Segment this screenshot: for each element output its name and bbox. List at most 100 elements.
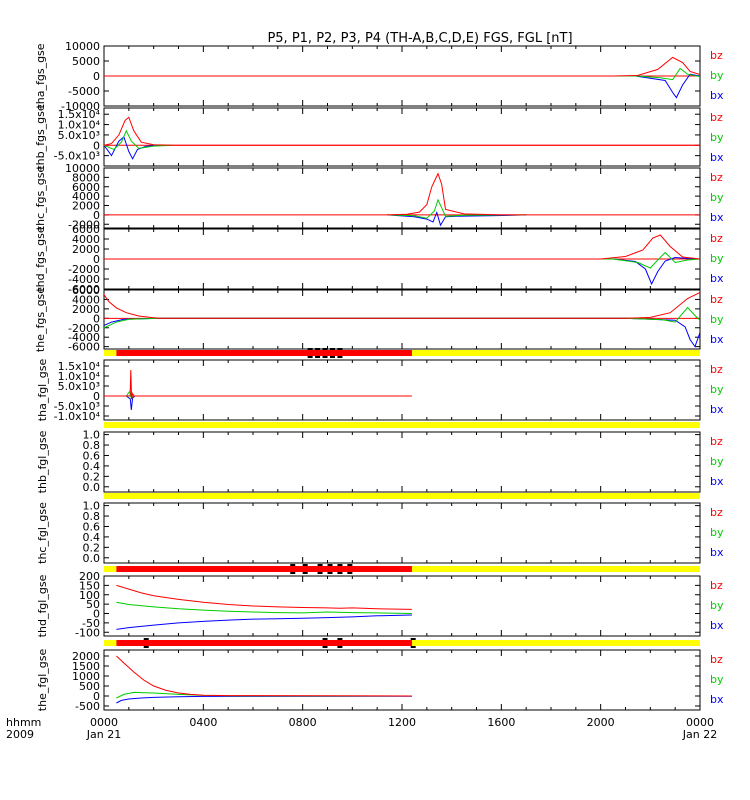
status-bar-mark (315, 348, 321, 350)
status-bar-mark (337, 348, 343, 350)
legend-bz: bz (710, 49, 723, 62)
y-tick-label: 1.5x10⁴ (58, 360, 101, 373)
series-line-by (104, 251, 700, 269)
y-tick-label: -2000 (68, 263, 100, 276)
y-tick-label: 0.6 (83, 520, 101, 533)
y-tick-label: 0 (93, 139, 100, 152)
y-tick-label: -5.0x10³ (54, 150, 100, 163)
y-tick-label: -100 (75, 626, 100, 639)
y-tick-label: -1.0x10⁴ (54, 410, 101, 423)
status-bar-yellow (104, 493, 700, 499)
y-tick-label: 0.4 (83, 531, 101, 544)
y-tick-label: -50 (82, 617, 100, 630)
y-tick-label: 0 (93, 312, 100, 325)
status-bar-mark (337, 356, 343, 358)
legend-bz: bz (710, 171, 723, 184)
y-tick-label: 1.0x10⁴ (58, 119, 101, 132)
y-tick-label: 1.0 (83, 429, 101, 442)
panel-frame (103, 359, 701, 421)
x-tick-label: 1200 (388, 716, 416, 729)
series-line-by (387, 198, 527, 219)
status-bar-mark (322, 638, 328, 640)
y-tick-label: 0 (93, 253, 100, 266)
status-bar-mark (337, 638, 343, 640)
legend-bx: bx (710, 475, 724, 488)
legend-bz: bz (710, 506, 723, 519)
status-bar-mark (322, 646, 328, 648)
legend-by: by (710, 455, 724, 468)
y-axis-label: thb_fgl_gse (36, 430, 49, 493)
y-tick-label: 2000 (72, 303, 100, 316)
series-line-by (104, 306, 700, 329)
status-bar-mark (322, 348, 328, 350)
panel-frame (103, 649, 701, 711)
status-bar-mark (290, 572, 296, 574)
series-line-bx (104, 256, 700, 286)
y-tick-label: -500 (75, 700, 100, 713)
y-tick-label: -5.0x10³ (54, 400, 100, 413)
y-tick-label: 10000 (65, 162, 100, 175)
y-tick-label: 0 (93, 390, 100, 403)
x-tick-label: 1600 (487, 716, 515, 729)
legend-by: by (710, 252, 724, 265)
time-axis-label-bottom: 2009 (6, 728, 34, 741)
panel-frame (103, 431, 701, 493)
chart-title: P5, P1, P2, P3, P4 (TH-A,B,C,D,E) FGS, F… (267, 31, 572, 46)
y-tick-label: 150 (79, 579, 100, 592)
legend-bx: bx (710, 546, 724, 559)
series-line-bz (116, 655, 412, 697)
y-tick-label: 0 (93, 70, 100, 83)
legend-bz: bz (710, 363, 723, 376)
y-tick-label: 0.0 (83, 552, 101, 565)
legend-by: by (710, 673, 724, 686)
legend-by: by (710, 131, 724, 144)
y-tick-label: 6000 (72, 284, 100, 297)
status-bar-mark (337, 572, 343, 574)
y-tick-label: 2000 (72, 650, 100, 663)
legend-bx: bx (710, 272, 724, 285)
status-bar-mark (327, 572, 333, 574)
status-bar-yellow (104, 422, 700, 428)
series-line-bx (104, 395, 136, 411)
y-axis-label: thc_fgs_gse (34, 166, 47, 231)
status-bar-mark (317, 572, 323, 574)
y-tick-label: 0.0 (83, 481, 101, 494)
legend-by: by (710, 526, 724, 539)
series-line-bx (104, 73, 700, 99)
status-bar-mark (322, 356, 328, 358)
y-tick-label: 4000 (72, 293, 100, 306)
legend-bz: bz (710, 293, 723, 306)
series-line-bz (104, 234, 700, 260)
y-tick-label: 8000 (72, 171, 100, 184)
y-tick-label: 1.5x10⁴ (58, 108, 101, 121)
status-bar-mark (315, 356, 321, 358)
legend-bx: bx (710, 403, 724, 416)
y-tick-label: -6000 (68, 283, 100, 296)
y-tick-label: 2000 (72, 243, 100, 256)
legend-by: by (710, 383, 724, 396)
x-tick-label: 0000 (686, 716, 714, 729)
status-bar-mark (302, 564, 308, 566)
panel-frame (103, 289, 701, 350)
panel-8: 1.00.80.60.40.20.0 thc_fgl_gse bz by bx (36, 493, 724, 565)
y-axis-label: thc_fgl_gse (36, 502, 49, 564)
y-tick-label: 6000 (72, 181, 100, 194)
status-bar-mark (302, 572, 308, 574)
y-axis-label: the_fgl_gse (36, 649, 49, 712)
status-bar-mark (329, 356, 335, 358)
series-line-bz (104, 369, 412, 400)
y-tick-label: 1000 (72, 670, 100, 683)
y-tick-label: 0 (93, 209, 100, 222)
series-line-bx (387, 210, 527, 227)
panel-1: 10000 5000 0 -5000 -10000 tha_fgs_gse bz by bx (34, 40, 724, 113)
y-tick-label: 6000 (72, 223, 100, 236)
y-tick-label: 4000 (72, 190, 100, 203)
x-tick-label: 0400 (189, 716, 217, 729)
series-line-by (104, 67, 700, 81)
y-tick-label: 0 (93, 608, 100, 621)
legend-by: by (710, 69, 724, 82)
y-tick-label: -2000 (68, 322, 100, 335)
